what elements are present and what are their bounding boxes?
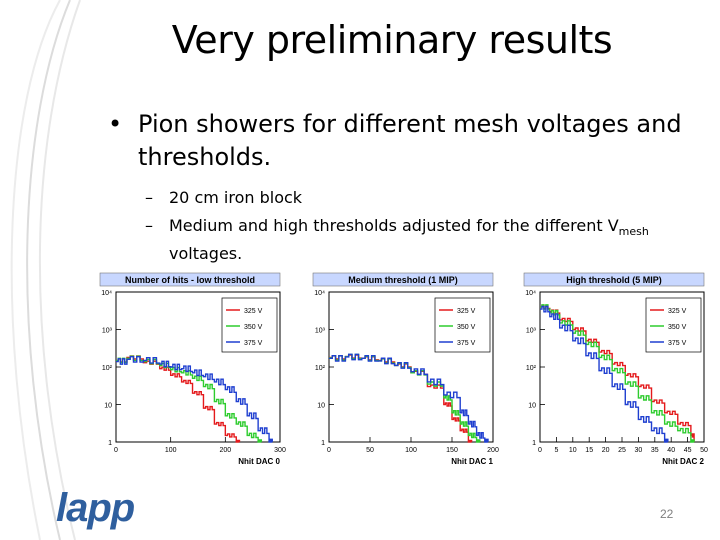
- sub-bullet-2-text: Medium and high thresholds adjusted for …: [169, 216, 649, 264]
- y-tick-label: 10⁴: [314, 290, 325, 297]
- plot-low-threshold: Number of hits - low threshold 1 10 10² 10³ 1…: [99, 272, 286, 466]
- x-tick-label: 100: [165, 447, 177, 454]
- lapp-logo: lapp: [56, 486, 135, 530]
- legend-label: 375 V: [668, 340, 687, 347]
- legend-label: 325 V: [244, 308, 263, 315]
- x-axis-label: Nhit DAC 1: [451, 457, 493, 466]
- x-tick-label: 30: [635, 447, 643, 454]
- series-line-375v: [116, 355, 273, 443]
- y-tick-label: 10²: [315, 365, 326, 372]
- page-number: 22: [660, 507, 674, 521]
- x-tick-label: 10: [569, 447, 577, 454]
- y-tick-label: 10⁴: [101, 290, 112, 297]
- legend-label: 350 V: [457, 324, 476, 331]
- y-tick-label: 10: [104, 403, 112, 410]
- x-tick-label: 5: [554, 447, 558, 454]
- legend-box: [221, 297, 278, 353]
- x-tick-label: 0: [114, 447, 118, 454]
- x-tick-label: 0: [327, 447, 331, 454]
- y-tick-label: 1: [321, 440, 325, 447]
- y-tick-label: 1: [108, 440, 112, 447]
- x-tick-label: 40: [667, 447, 675, 454]
- y-tick-label: 10: [528, 403, 536, 410]
- legend-box: [434, 297, 491, 353]
- plot-high-threshold: High threshold (5 MIP) 1 10 10² 10³ 10⁴ 0 5 10 15…: [523, 272, 708, 466]
- series-line-325v: [540, 304, 695, 442]
- bullet-dot: •: [108, 110, 123, 138]
- x-tick-label: 200: [219, 447, 231, 454]
- x-tick-label: 50: [366, 447, 374, 454]
- series-line-375v: [540, 305, 669, 443]
- y-tick-label: 10²: [102, 365, 113, 372]
- x-tick-label: 150: [446, 447, 458, 454]
- x-tick-label: 100: [405, 447, 417, 454]
- chart-title-box: [523, 272, 705, 287]
- bullet-text: Pion showers for different mesh voltages…: [138, 110, 682, 171]
- x-tick-label: 35: [651, 447, 659, 454]
- chart-title: High threshold (5 MIP): [566, 275, 662, 285]
- legend-box: [645, 297, 702, 353]
- x-tick-label: 15: [585, 447, 593, 454]
- x-axis-label: Nhit DAC 0: [238, 457, 280, 466]
- y-tick-label: 10²: [526, 365, 537, 372]
- series-line-350v: [540, 304, 695, 443]
- y-tick-label: 10: [317, 403, 325, 410]
- dash: –: [145, 216, 153, 235]
- legend-label: 375 V: [457, 340, 476, 347]
- series-line-375v: [329, 353, 489, 443]
- y-tick-label: 10³: [526, 328, 537, 335]
- y-tick-label: 1: [532, 440, 536, 447]
- dash: –: [145, 188, 153, 207]
- decorative-swoosh: [10, 0, 81, 540]
- x-tick-label: 200: [487, 447, 499, 454]
- chart-title-box: [99, 272, 281, 287]
- legend-label: 325 V: [668, 308, 687, 315]
- x-tick-label: 300: [274, 447, 286, 454]
- chart-title-box: [312, 272, 494, 287]
- legend-label: 350 V: [244, 324, 263, 331]
- y-tick-label: 10³: [102, 328, 113, 335]
- x-tick-label: 50: [700, 447, 708, 454]
- legend-label: 325 V: [457, 308, 476, 315]
- legend-label: 375 V: [244, 340, 263, 347]
- slide-title: Very preliminary results: [171, 18, 613, 62]
- x-axis-label: Nhit DAC 2: [662, 457, 704, 466]
- x-tick-label: 45: [684, 447, 692, 454]
- legend-label: 350 V: [668, 324, 687, 331]
- chart-title: Number of hits - low threshold: [125, 275, 255, 285]
- y-tick-label: 10³: [315, 328, 326, 335]
- x-tick-label: 25: [618, 447, 626, 454]
- x-tick-label: 0: [538, 447, 542, 454]
- x-tick-label: 20: [602, 447, 610, 454]
- chart-title: Medium threshold (1 MIP): [348, 275, 458, 285]
- y-tick-label: 10⁴: [525, 290, 536, 297]
- plot-medium-threshold: Medium threshold (1 MIP) 1 10 10² 10³ 10⁴ 0 50 1…: [312, 272, 499, 466]
- sub-bullet-1-text: 20 cm iron block: [169, 188, 303, 207]
